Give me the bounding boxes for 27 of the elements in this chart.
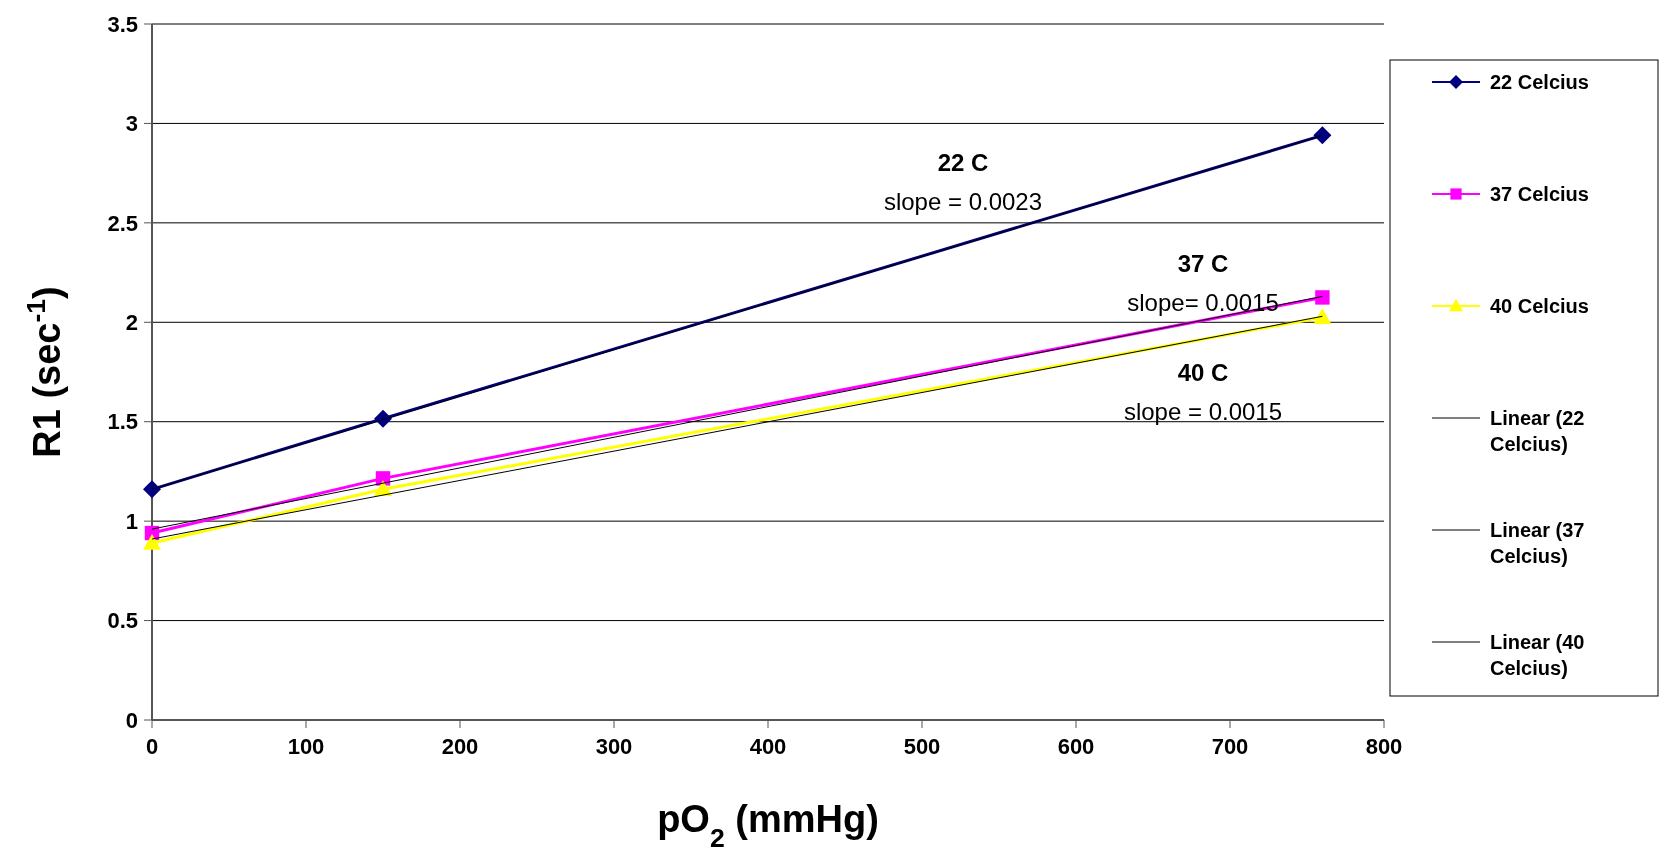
- annotation: 40 C slope = 0.0015: [1123, 359, 1283, 425]
- x-tick-label: 700: [1211, 734, 1249, 759]
- x-tick-label: 100: [287, 734, 325, 759]
- y-tick-label: 0: [125, 707, 138, 733]
- y-tick-label: 1: [125, 508, 138, 534]
- x-tick-label: 200: [441, 734, 479, 759]
- x-tick-label: 800: [1365, 734, 1403, 759]
- y-tick-label: 0.5: [107, 608, 138, 634]
- y-tick-label: 2.5: [107, 210, 138, 236]
- legend-label: Linear (22 Celcius): [1490, 407, 1585, 455]
- legend-label: Linear (40 Celcius): [1490, 631, 1585, 679]
- y-tick-label: 2: [125, 309, 138, 335]
- annotation: 22 C slope = 0.0023: [883, 149, 1043, 215]
- y-tick-label: 1.5: [107, 409, 138, 435]
- legend-label: Linear (37 Celcius): [1490, 519, 1585, 567]
- x-tick-label: 400: [749, 734, 787, 759]
- y-tick-label: 3.5: [107, 11, 138, 37]
- y-tick-label: 3: [125, 111, 138, 137]
- legend-label: 40 Celcius: [1490, 295, 1589, 317]
- x-tick-label: 300: [595, 734, 633, 759]
- annotation: 37 C slope= 0.0015: [1127, 250, 1279, 316]
- x-tick-label: 0: [145, 734, 159, 759]
- x-axis-title: pO$_{2}$ (mmHg): [657, 798, 879, 853]
- legend-label: 22 Celcius: [1490, 71, 1589, 93]
- legend-label: 37 Celcius: [1490, 183, 1589, 205]
- x-tick-label: 500: [903, 734, 941, 759]
- x-tick-label: 600: [1057, 734, 1095, 759]
